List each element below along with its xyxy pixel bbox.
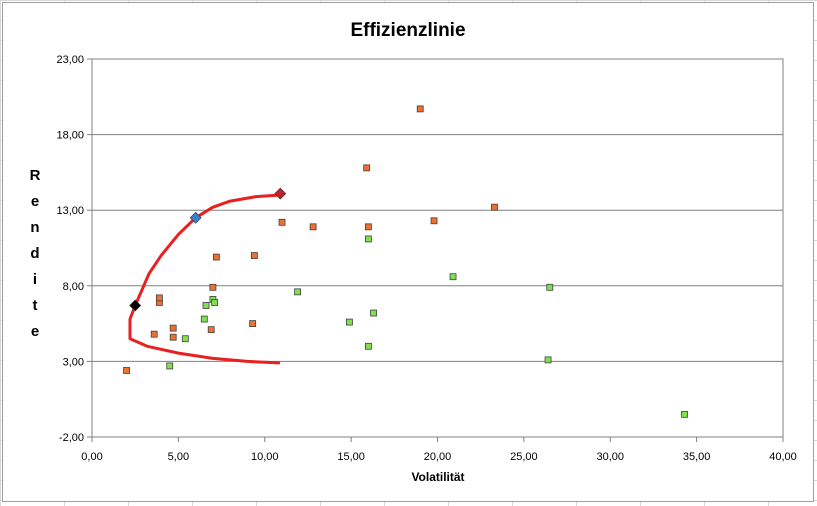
data-point — [169, 333, 177, 341]
efficient-frontier-line — [128, 193, 281, 365]
data-point — [166, 362, 174, 370]
x-tick-label: 30,00 — [596, 451, 624, 463]
data-point — [181, 335, 189, 343]
x-tick-label: 15,00 — [337, 451, 365, 463]
y-tick-label: 18,00 — [56, 130, 84, 142]
data-point — [278, 218, 286, 226]
x-tick-label: 10,00 — [251, 451, 279, 463]
data-point — [155, 294, 163, 302]
data-point — [150, 330, 158, 338]
y-tick-label: 13,00 — [56, 205, 84, 217]
data-point — [250, 252, 258, 259]
data-point — [209, 283, 217, 291]
data-point — [249, 320, 257, 328]
data-point — [211, 299, 219, 306]
data-point — [544, 356, 552, 364]
data-point — [294, 288, 301, 296]
highlight-point — [189, 211, 202, 224]
data-point — [364, 223, 372, 231]
x-tick-label: 20,00 — [424, 451, 452, 463]
y-tick-label: 8,00 — [63, 281, 84, 293]
data-point — [202, 302, 210, 309]
chart-title: Effizienzlinie — [350, 20, 465, 41]
data-point — [430, 217, 438, 225]
y-tick-label: -2,00 — [59, 432, 84, 444]
data-point — [169, 324, 177, 332]
y-tick-label: 3,00 — [63, 356, 84, 368]
y-tick-labels: -2,00 3,00 8,00 13,00 18,00 23,00 — [56, 54, 84, 444]
data-marks — [123, 105, 688, 418]
x-tick-labels: 0,00 5,00 10,00 15,00 20,00 25,00 30,00 35,00 40… — [81, 451, 796, 463]
y-tick-label: 23,00 — [56, 54, 84, 66]
x-axis-title: Volatilität — [411, 470, 464, 484]
data-point — [212, 253, 220, 261]
x-tick-label: 5,00 — [168, 451, 189, 463]
data-point — [364, 342, 372, 350]
data-point — [681, 410, 688, 418]
data-point — [200, 315, 208, 323]
axis-ticks — [87, 58, 784, 442]
x-tick-label: 40,00 — [769, 451, 797, 463]
highlight-point — [274, 187, 287, 200]
x-tick-label: 25,00 — [510, 451, 538, 463]
data-point — [449, 273, 457, 281]
data-point — [345, 318, 353, 326]
data-point — [370, 309, 377, 317]
data-point — [123, 367, 130, 374]
data-point — [416, 105, 424, 113]
data-point — [363, 164, 371, 172]
x-tick-label: 35,00 — [683, 451, 711, 463]
highlight-point — [129, 299, 142, 312]
data-point — [546, 283, 554, 291]
data-point — [491, 203, 498, 211]
plot-area — [91, 58, 784, 438]
data-point — [207, 326, 215, 334]
data-point — [309, 223, 317, 231]
x-tick-label: 0,00 — [81, 451, 102, 463]
data-point — [364, 235, 372, 243]
